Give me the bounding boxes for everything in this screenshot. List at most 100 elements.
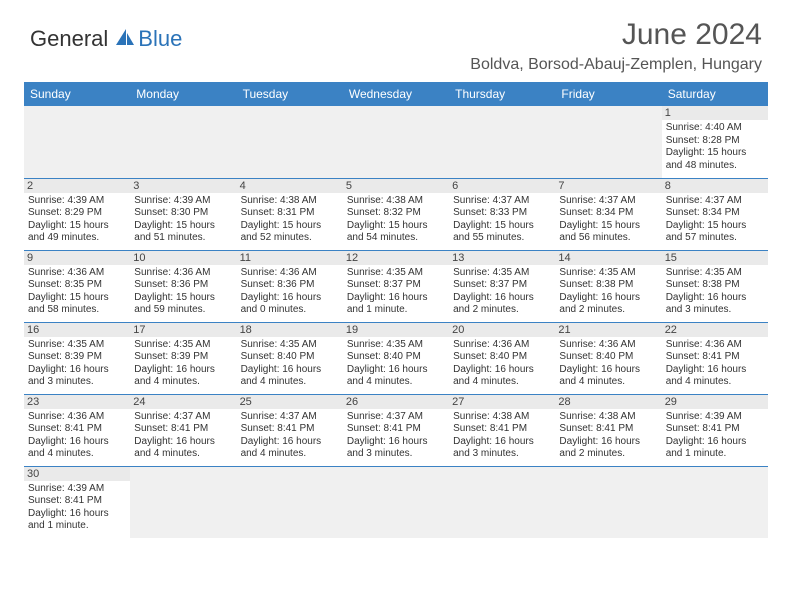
calendar-day-cell: 17 Sunrise: 4:35 AMSunset: 8:39 PMDayligh… [130,322,236,394]
day-number: 8 [662,179,768,193]
day-info: Sunrise: 4:36 AMSunset: 8:41 PMDaylight:… [666,339,764,389]
day-info: Sunrise: 4:35 AMSunset: 8:37 PMDaylight:… [347,267,445,317]
calendar-day-cell: 5 Sunrise: 4:38 AMSunset: 8:32 PMDaylight… [343,178,449,250]
header: General Blue June 2024 Boldva, Borsod-Ab… [0,0,792,82]
calendar-day-cell: 11 Sunrise: 4:36 AMSunset: 8:36 PMDayligh… [237,250,343,322]
day-info: Sunrise: 4:36 AMSunset: 8:35 PMDaylight:… [28,267,126,317]
calendar-day-cell: 12 Sunrise: 4:35 AMSunset: 8:37 PMDayligh… [343,250,449,322]
calendar-week-row: 1Sunrise: 4:40 AMSunset: 8:28 PMDaylight… [24,106,768,178]
calendar-day-cell: 6 Sunrise: 4:37 AMSunset: 8:33 PMDaylight… [449,178,555,250]
calendar-day-cell: 27 Sunrise: 4:38 AMSunset: 8:41 PMDayligh… [449,394,555,466]
calendar-day-cell [237,466,343,538]
calendar-day-cell [662,466,768,538]
day-number: 27 [449,395,555,409]
calendar-day-cell [237,106,343,178]
calendar-week-row: 16Sunrise: 4:35 AMSunset: 8:39 PMDayligh… [24,322,768,394]
calendar-day-cell: 1Sunrise: 4:40 AMSunset: 8:28 PMDaylight… [662,106,768,178]
calendar-table: SundayMondayTuesdayWednesdayThursdayFrid… [24,82,768,538]
calendar-day-cell [555,106,661,178]
day-info: Sunrise: 4:35 AMSunset: 8:39 PMDaylight:… [134,339,232,389]
calendar-day-cell: 19 Sunrise: 4:35 AMSunset: 8:40 PMDayligh… [343,322,449,394]
calendar-day-cell: 18Sunrise: 4:35 AMSunset: 8:40 PMDayligh… [237,322,343,394]
day-info: Sunrise: 4:35 AMSunset: 8:39 PMDaylight:… [28,339,126,389]
day-number: 20 [449,323,555,337]
day-info: Sunrise: 4:36 AMSunset: 8:41 PMDaylight:… [28,411,126,461]
calendar-day-cell: 23 Sunrise: 4:36 AMSunset: 8:41 PMDayligh… [24,394,130,466]
calendar-day-cell: 7Sunrise: 4:37 AMSunset: 8:34 PMDaylight… [555,178,661,250]
day-info: Sunrise: 4:35 AMSunset: 8:40 PMDaylight:… [347,339,445,389]
calendar-day-cell [130,466,236,538]
calendar-day-cell [449,106,555,178]
calendar-week-row: 9Sunrise: 4:36 AMSunset: 8:35 PMDaylight… [24,250,768,322]
day-header-cell: Sunday [24,82,130,106]
day-info: Sunrise: 4:36 AMSunset: 8:36 PMDaylight:… [134,267,232,317]
title-block: June 2024 Boldva, Borsod-Abauj-Zemplen, … [470,18,762,74]
calendar-week-row: 23 Sunrise: 4:36 AMSunset: 8:41 PMDayligh… [24,394,768,466]
calendar-day-cell: 14 Sunrise: 4:35 AMSunset: 8:38 PMDayligh… [555,250,661,322]
calendar-day-cell: 26 Sunrise: 4:37 AMSunset: 8:41 PMDayligh… [343,394,449,466]
day-number: 25 [237,395,343,409]
day-header-cell: Tuesday [237,82,343,106]
calendar-day-cell: 15 Sunrise: 4:35 AMSunset: 8:38 PMDayligh… [662,250,768,322]
day-number: 10 [130,251,236,265]
day-info: Sunrise: 4:37 AMSunset: 8:41 PMDaylight:… [134,411,232,461]
day-info: Sunrise: 4:36 AMSunset: 8:40 PMDaylight:… [559,339,657,389]
day-number: 23 [24,395,130,409]
month-title: June 2024 [470,18,762,52]
calendar-day-cell: 9Sunrise: 4:36 AMSunset: 8:35 PMDaylight… [24,250,130,322]
day-number: 11 [237,251,343,265]
calendar-day-cell: 4Sunrise: 4:38 AMSunset: 8:31 PMDaylight… [237,178,343,250]
day-number: 24 [130,395,236,409]
calendar-day-cell: 13Sunrise: 4:35 AMSunset: 8:37 PMDayligh… [449,250,555,322]
calendar-day-cell: 8Sunrise: 4:37 AMSunset: 8:34 PMDaylight… [662,178,768,250]
day-number: 12 [343,251,449,265]
calendar-day-cell [130,106,236,178]
day-number: 17 [130,323,236,337]
day-info: Sunrise: 4:37 AMSunset: 8:34 PMDaylight:… [559,195,657,245]
calendar-day-cell: 25Sunrise: 4:37 AMSunset: 8:41 PMDayligh… [237,394,343,466]
day-info: Sunrise: 4:35 AMSunset: 8:40 PMDaylight:… [241,339,339,389]
day-number: 28 [555,395,661,409]
calendar-day-cell: 30Sunrise: 4:39 AMSunset: 8:41 PMDayligh… [24,466,130,538]
logo: General Blue [30,26,182,52]
calendar-day-cell: 10 Sunrise: 4:36 AMSunset: 8:36 PMDayligh… [130,250,236,322]
day-number: 1 [662,106,768,120]
day-number: 14 [555,251,661,265]
day-info: Sunrise: 4:38 AMSunset: 8:32 PMDaylight:… [347,195,445,245]
day-header-cell: Saturday [662,82,768,106]
day-info: Sunrise: 4:39 AMSunset: 8:41 PMDaylight:… [666,411,764,461]
day-info: Sunrise: 4:38 AMSunset: 8:41 PMDaylight:… [453,411,551,461]
calendar-day-cell: 20Sunrise: 4:36 AMSunset: 8:40 PMDayligh… [449,322,555,394]
day-number: 26 [343,395,449,409]
calendar-week-row: 30Sunrise: 4:39 AMSunset: 8:41 PMDayligh… [24,466,768,538]
calendar-day-cell: 24 Sunrise: 4:37 AMSunset: 8:41 PMDayligh… [130,394,236,466]
day-info: Sunrise: 4:35 AMSunset: 8:37 PMDaylight:… [453,267,551,317]
day-info: Sunrise: 4:39 AMSunset: 8:30 PMDaylight:… [134,195,232,245]
day-number: 6 [449,179,555,193]
day-number: 15 [662,251,768,265]
calendar-week-row: 2Sunrise: 4:39 AMSunset: 8:29 PMDaylight… [24,178,768,250]
logo-sail-icon [114,27,136,52]
day-header-cell: Wednesday [343,82,449,106]
logo-text-blue: Blue [138,26,182,52]
day-header-cell: Friday [555,82,661,106]
day-info: Sunrise: 4:35 AMSunset: 8:38 PMDaylight:… [666,267,764,317]
calendar-day-cell: 3Sunrise: 4:39 AMSunset: 8:30 PMDaylight… [130,178,236,250]
day-number: 2 [24,179,130,193]
calendar-day-cell [555,466,661,538]
calendar-day-cell [24,106,130,178]
day-info: Sunrise: 4:39 AMSunset: 8:41 PMDaylight:… [28,483,126,533]
calendar-day-cell [343,106,449,178]
day-number: 4 [237,179,343,193]
day-info: Sunrise: 4:38 AMSunset: 8:41 PMDaylight:… [559,411,657,461]
day-number: 5 [343,179,449,193]
calendar-day-cell: 29Sunrise: 4:39 AMSunset: 8:41 PMDayligh… [662,394,768,466]
day-header-cell: Monday [130,82,236,106]
day-number: 22 [662,323,768,337]
day-info: Sunrise: 4:35 AMSunset: 8:38 PMDaylight:… [559,267,657,317]
day-info: Sunrise: 4:37 AMSunset: 8:33 PMDaylight:… [453,195,551,245]
day-header-cell: Thursday [449,82,555,106]
day-info: Sunrise: 4:37 AMSunset: 8:41 PMDaylight:… [347,411,445,461]
day-info: Sunrise: 4:36 AMSunset: 8:36 PMDaylight:… [241,267,339,317]
day-number: 19 [343,323,449,337]
